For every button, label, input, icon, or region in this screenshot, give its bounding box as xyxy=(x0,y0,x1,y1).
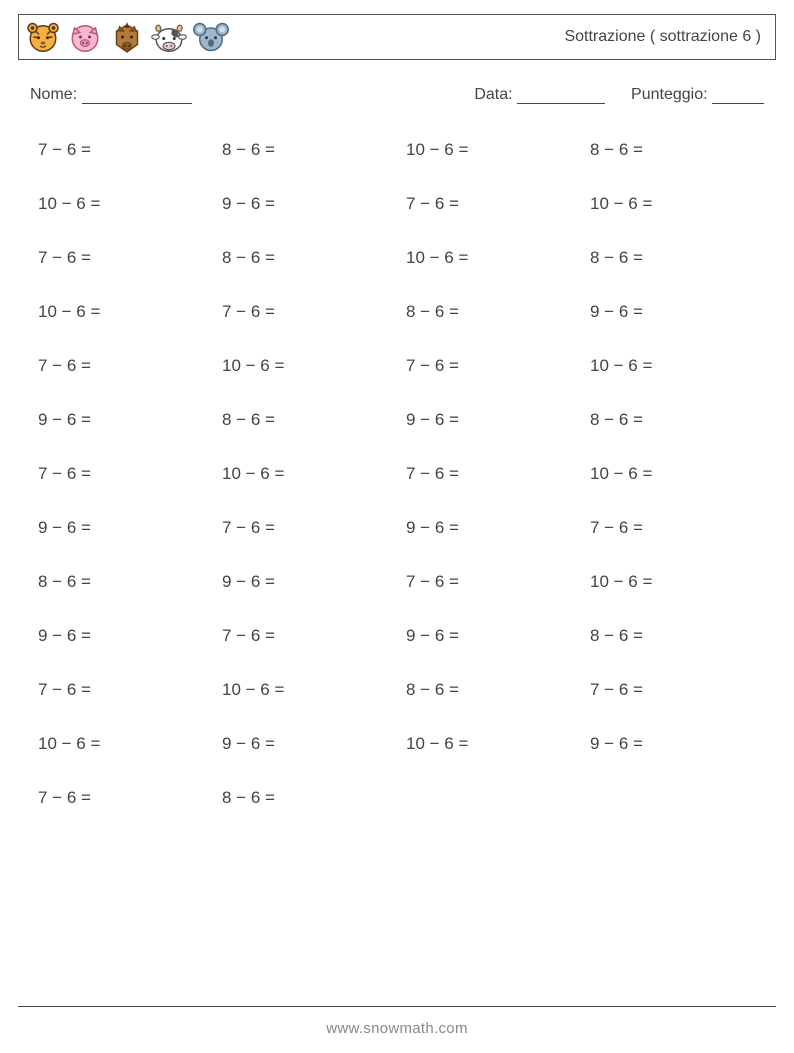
problem-cell: 7 − 6 = xyxy=(222,626,392,646)
problem-cell: 8 − 6 = xyxy=(590,626,760,646)
problem-cell: 8 − 6 = xyxy=(590,140,760,160)
footer-divider xyxy=(18,1006,776,1007)
problem-cell: 7 − 6 = xyxy=(38,464,208,484)
score-field: Punteggio: xyxy=(631,86,764,104)
problem-cell: 7 − 6 = xyxy=(406,356,576,376)
problem-cell: 10 − 6 = xyxy=(406,248,576,268)
problem-cell: 10 − 6 = xyxy=(222,464,392,484)
problem-cell: 7 − 6 = xyxy=(222,518,392,538)
problem-cell: 7 − 6 = xyxy=(38,680,208,700)
problem-cell: 8 − 6 = xyxy=(222,248,392,268)
date-blank[interactable] xyxy=(517,103,605,104)
problems-grid: 7 − 6 = 8 − 6 = 10 − 6 = 8 − 6 = 10 − 6 = 9 −… xyxy=(38,140,776,808)
problem-cell: 8 − 6 = xyxy=(406,302,576,322)
worksheet-page: Sottrazione ( sottrazione 6 ) Nome: Data… xyxy=(0,0,794,1053)
problem-cell: 10 − 6 = xyxy=(590,194,760,214)
problem-cell: 10 − 6 = xyxy=(590,356,760,376)
name-label: Nome: xyxy=(30,86,77,103)
problem-cell: 7 − 6 = xyxy=(406,572,576,592)
pig-icon xyxy=(67,19,103,55)
problem-cell: 9 − 6 = xyxy=(38,410,208,430)
problem-cell: 7 − 6 = xyxy=(38,788,208,808)
problem-cell: 9 − 6 = xyxy=(590,302,760,322)
problem-cell: 8 − 6 = xyxy=(406,680,576,700)
problem-cell: 10 − 6 = xyxy=(406,734,576,754)
problem-cell: 9 − 6 = xyxy=(222,734,392,754)
problem-cell: 10 − 6 = xyxy=(406,140,576,160)
problem-cell: 7 − 6 = xyxy=(38,140,208,160)
problem-cell: 7 − 6 = xyxy=(38,356,208,376)
meta-row: Nome: Data: Punteggio: xyxy=(30,86,764,104)
problem-cell: 9 − 6 = xyxy=(406,518,576,538)
worksheet-title: Sottrazione ( sottrazione 6 ) xyxy=(564,28,761,46)
problem-cell: 10 − 6 = xyxy=(222,680,392,700)
problem-cell: 8 − 6 = xyxy=(38,572,208,592)
footer-url: www.snowmath.com xyxy=(0,1020,794,1037)
problem-cell: 9 − 6 = xyxy=(222,572,392,592)
animal-icon-row xyxy=(25,19,229,55)
problem-cell: 7 − 6 = xyxy=(222,302,392,322)
problem-cell: 7 − 6 = xyxy=(590,680,760,700)
horse-icon xyxy=(109,19,145,55)
problem-cell xyxy=(406,788,576,808)
problem-cell: 7 − 6 = xyxy=(406,194,576,214)
problem-cell: 10 − 6 = xyxy=(38,302,208,322)
score-blank[interactable] xyxy=(712,103,764,104)
problem-cell: 7 − 6 = xyxy=(38,248,208,268)
problem-cell: 9 − 6 = xyxy=(222,194,392,214)
problem-cell: 10 − 6 = xyxy=(38,194,208,214)
problem-cell: 8 − 6 = xyxy=(222,788,392,808)
problem-cell: 8 − 6 = xyxy=(590,410,760,430)
name-blank[interactable] xyxy=(82,103,192,104)
problem-cell: 10 − 6 = xyxy=(222,356,392,376)
problem-cell: 8 − 6 = xyxy=(590,248,760,268)
date-field: Data: xyxy=(474,86,605,104)
problem-cell xyxy=(590,788,760,808)
problem-cell: 7 − 6 = xyxy=(406,464,576,484)
problem-cell: 9 − 6 = xyxy=(590,734,760,754)
score-label: Punteggio: xyxy=(631,86,708,103)
problem-cell: 7 − 6 = xyxy=(590,518,760,538)
tiger-icon xyxy=(25,19,61,55)
date-label: Data: xyxy=(474,86,512,103)
koala-icon xyxy=(193,19,229,55)
problem-cell: 10 − 6 = xyxy=(38,734,208,754)
problem-cell: 10 − 6 = xyxy=(590,464,760,484)
problem-cell: 9 − 6 = xyxy=(38,626,208,646)
cow-icon xyxy=(151,19,187,55)
problem-cell: 9 − 6 = xyxy=(406,626,576,646)
problem-cell: 8 − 6 = xyxy=(222,410,392,430)
problem-cell: 8 − 6 = xyxy=(222,140,392,160)
problem-cell: 9 − 6 = xyxy=(406,410,576,430)
header-box: Sottrazione ( sottrazione 6 ) xyxy=(18,14,776,60)
name-field: Nome: xyxy=(30,86,474,104)
problem-cell: 10 − 6 = xyxy=(590,572,760,592)
problem-cell: 9 − 6 = xyxy=(38,518,208,538)
